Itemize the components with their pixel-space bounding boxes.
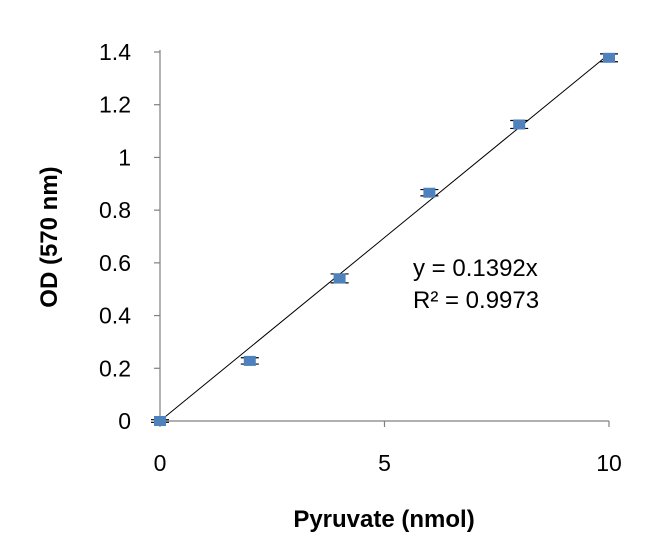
y-tick-label: 0.2	[99, 355, 131, 381]
r-squared-label: R² = 0.9973	[413, 287, 539, 314]
x-tick-label: 10	[596, 450, 622, 476]
x-axis-ticks: 0 5 10	[154, 421, 622, 476]
data-point	[333, 273, 346, 284]
y-axis-title: OD (570 nm)	[36, 166, 63, 307]
data-point	[603, 52, 615, 63]
y-tick-label: 0	[118, 408, 131, 434]
data-points	[154, 52, 615, 426]
trendline-equation: y = 0.1392x	[413, 255, 538, 282]
y-tick-label: 0.8	[99, 197, 131, 223]
x-tick-label: 5	[378, 450, 391, 476]
data-point	[513, 119, 526, 130]
y-tick-label: 0.6	[99, 250, 131, 276]
data-point	[154, 416, 166, 426]
y-tick-label: 0.4	[99, 303, 131, 329]
y-tick-label: 1.2	[99, 92, 131, 118]
data-point	[423, 187, 436, 198]
y-tick-label: 1	[118, 144, 131, 170]
y-axis-ticks: 0 0.2 0.4 0.6 0.8 1 1.2 1.4	[99, 39, 160, 434]
x-tick-label: 0	[154, 450, 167, 476]
y-tick-label: 1.4	[99, 39, 131, 65]
trendline	[159, 53, 610, 422]
data-point	[243, 355, 256, 366]
x-axis-title: Pyruvate (nmol)	[293, 506, 474, 533]
